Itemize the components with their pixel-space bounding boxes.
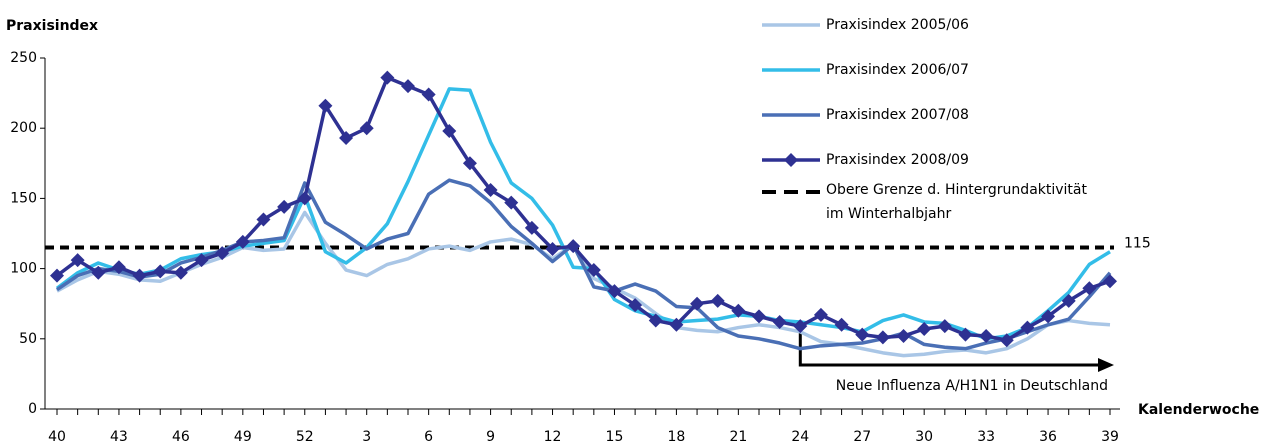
point-marker [607, 284, 622, 299]
point-marker [566, 239, 581, 254]
x-tick-label: 40 [48, 429, 66, 445]
point-marker [793, 319, 808, 334]
x-tick-label: 43 [110, 429, 128, 445]
legend-label: Praxisindex 2005/06 [826, 17, 969, 33]
point-marker [1103, 274, 1117, 289]
x-tick-label: 18 [667, 429, 685, 445]
x-tick-label: 24 [791, 429, 809, 445]
point-marker [813, 307, 828, 322]
point-marker [855, 327, 870, 342]
point-marker [1041, 309, 1056, 324]
point-marker [834, 317, 849, 332]
x-tick-label: 46 [172, 429, 190, 445]
point-marker [731, 303, 746, 318]
point-marker [710, 293, 725, 308]
point-marker [772, 314, 787, 329]
series-line [56, 178, 1112, 351]
legend-label: Praxisindex 2006/07 [826, 62, 969, 78]
x-tick-label: 3 [362, 429, 371, 445]
x-tick-label: 52 [296, 429, 314, 445]
point-marker [1061, 293, 1076, 308]
annotation: Neue Influenza A/H1N1 in Deutschland [836, 378, 1108, 394]
point-marker [111, 260, 126, 275]
y-tick-label: 0 [28, 401, 37, 417]
point-marker [979, 328, 994, 343]
point-marker [462, 156, 477, 171]
legend-label: Obere Grenze d. Hintergrundaktivität [826, 182, 1088, 198]
point-marker [483, 182, 498, 197]
series-line [55, 87, 1111, 341]
x-tick-label: 49 [234, 429, 252, 445]
point-marker [359, 121, 374, 136]
point-marker [297, 191, 312, 206]
point-marker [50, 268, 64, 283]
x-tick-label: 30 [915, 429, 933, 445]
point-marker [132, 268, 147, 283]
point-marker [958, 327, 973, 342]
x-axis-title: Kalenderwoche [1138, 402, 1259, 418]
point-marker [442, 124, 457, 139]
series-line [56, 210, 1111, 358]
threshold-label: 115 [1124, 236, 1151, 252]
point-marker [917, 321, 932, 336]
point-marker [669, 317, 684, 332]
point-marker [380, 70, 395, 85]
point-marker [648, 313, 663, 328]
y-tick-label: 100 [10, 261, 37, 277]
series-line [55, 75, 1111, 342]
y-tick-label: 250 [10, 50, 37, 66]
point-marker [937, 319, 952, 334]
point-marker [194, 253, 209, 268]
x-tick-label: 27 [853, 429, 871, 445]
point-marker [896, 328, 911, 343]
point-marker [153, 264, 168, 279]
point-marker [173, 265, 188, 280]
point-marker [999, 333, 1014, 348]
point-marker [1082, 281, 1097, 296]
legend-label: Praxisindex 2007/08 [826, 107, 969, 123]
point-marker [545, 241, 560, 256]
x-tick-label: 39 [1101, 429, 1119, 445]
x-tick-label: 15 [606, 429, 624, 445]
y-tick-label: 150 [10, 190, 37, 206]
point-marker [91, 265, 106, 280]
point-marker [524, 220, 539, 235]
point-marker [586, 263, 601, 278]
y-axis-title: Praxisindex [6, 18, 98, 34]
point-marker [1020, 320, 1035, 335]
point-marker [504, 195, 519, 210]
y-tick-label: 50 [19, 331, 37, 347]
point-marker [875, 330, 890, 345]
x-tick-label: 21 [729, 429, 747, 445]
legend-label: im Winterhalbjahr [826, 206, 951, 222]
x-tick-label: 12 [544, 429, 562, 445]
point-marker [318, 98, 333, 113]
point-marker [690, 296, 705, 311]
x-tick-label: 36 [1039, 429, 1057, 445]
annotation-arrowhead [1098, 358, 1114, 372]
x-tick-label: 6 [424, 429, 433, 445]
y-tick-label: 200 [10, 120, 37, 136]
point-marker [752, 309, 766, 324]
point-marker [70, 253, 85, 268]
point-marker [421, 87, 436, 102]
point-marker [215, 246, 230, 261]
x-tick-label: 33 [977, 429, 995, 445]
annotation-arrow [798, 325, 1102, 367]
point-marker [256, 212, 271, 227]
point-marker [339, 131, 354, 146]
point-marker [277, 199, 292, 214]
legend-marker [784, 153, 798, 167]
point-marker [235, 234, 250, 249]
point-marker [628, 298, 643, 313]
legend-label: Praxisindex 2008/09 [826, 152, 969, 168]
point-marker [401, 79, 415, 94]
x-tick-label: 9 [486, 429, 495, 445]
